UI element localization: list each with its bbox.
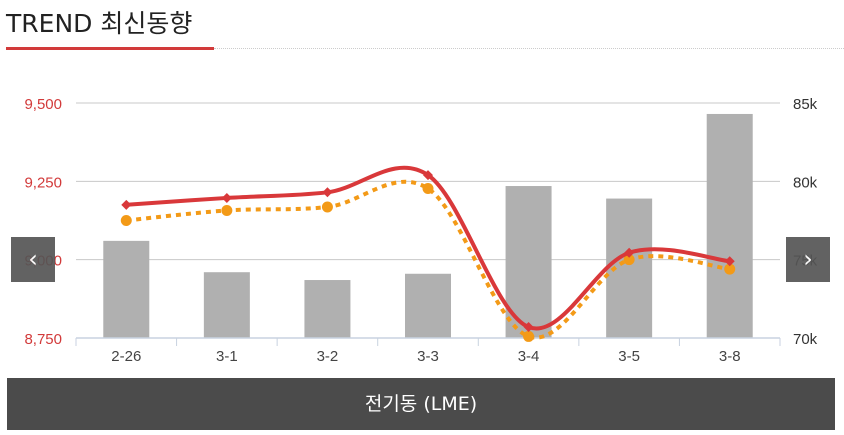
series-point-solid: [121, 199, 132, 210]
right-axis-tick-label: 70k: [793, 331, 818, 348]
chevron-right-icon: ›: [803, 245, 813, 273]
chevron-left-icon: ‹: [28, 245, 38, 273]
x-axis-tick-label: 3-3: [417, 348, 439, 365]
page-title: TREND 최신동향: [6, 9, 193, 38]
bar: [103, 240, 150, 338]
series-point-dotted: [221, 204, 233, 216]
bar: [405, 273, 451, 338]
series-point-solid: [423, 170, 433, 181]
series-point-dotted: [523, 330, 535, 342]
bar: [304, 280, 351, 338]
series-point-dotted: [120, 215, 132, 226]
left-axis-tick-label: 8,750: [24, 331, 62, 348]
series-point-solid: [523, 322, 534, 333]
trend-chart: 9,50085k9,25080k9,00075k8,75070k2-263-13…: [24, 96, 818, 365]
series-point-solid: [322, 187, 333, 198]
series-point-dotted: [623, 254, 635, 266]
title-divider: [214, 48, 844, 49]
series-point-solid: [221, 192, 232, 203]
footer-label-bar: 전기동 (LME): [7, 378, 835, 430]
series-point-dotted: [321, 201, 333, 213]
x-axis-tick-label: 3-5: [618, 348, 640, 365]
prev-button[interactable]: ‹: [11, 237, 55, 282]
bar: [203, 272, 250, 338]
title-underline: [6, 47, 214, 50]
left-axis-tick-label: 9,500: [24, 96, 62, 113]
x-axis-tick-label: 2-26: [111, 348, 141, 365]
series-point-dotted: [724, 263, 736, 275]
left-axis-tick-label: 9,250: [24, 174, 62, 191]
x-axis-tick-label: 3-8: [719, 348, 741, 365]
series-point-solid: [724, 256, 735, 267]
x-axis-tick-label: 3-4: [518, 348, 540, 365]
x-axis-tick-label: 3-2: [317, 348, 339, 365]
next-button[interactable]: ›: [786, 237, 830, 282]
x-axis-tick-label: 3-1: [216, 348, 238, 365]
bar: [706, 113, 753, 338]
series-point-solid: [624, 247, 635, 258]
right-axis-tick-label: 80k: [793, 174, 818, 191]
series-point-dotted: [422, 183, 434, 195]
right-axis-tick-label: 85k: [793, 96, 818, 113]
